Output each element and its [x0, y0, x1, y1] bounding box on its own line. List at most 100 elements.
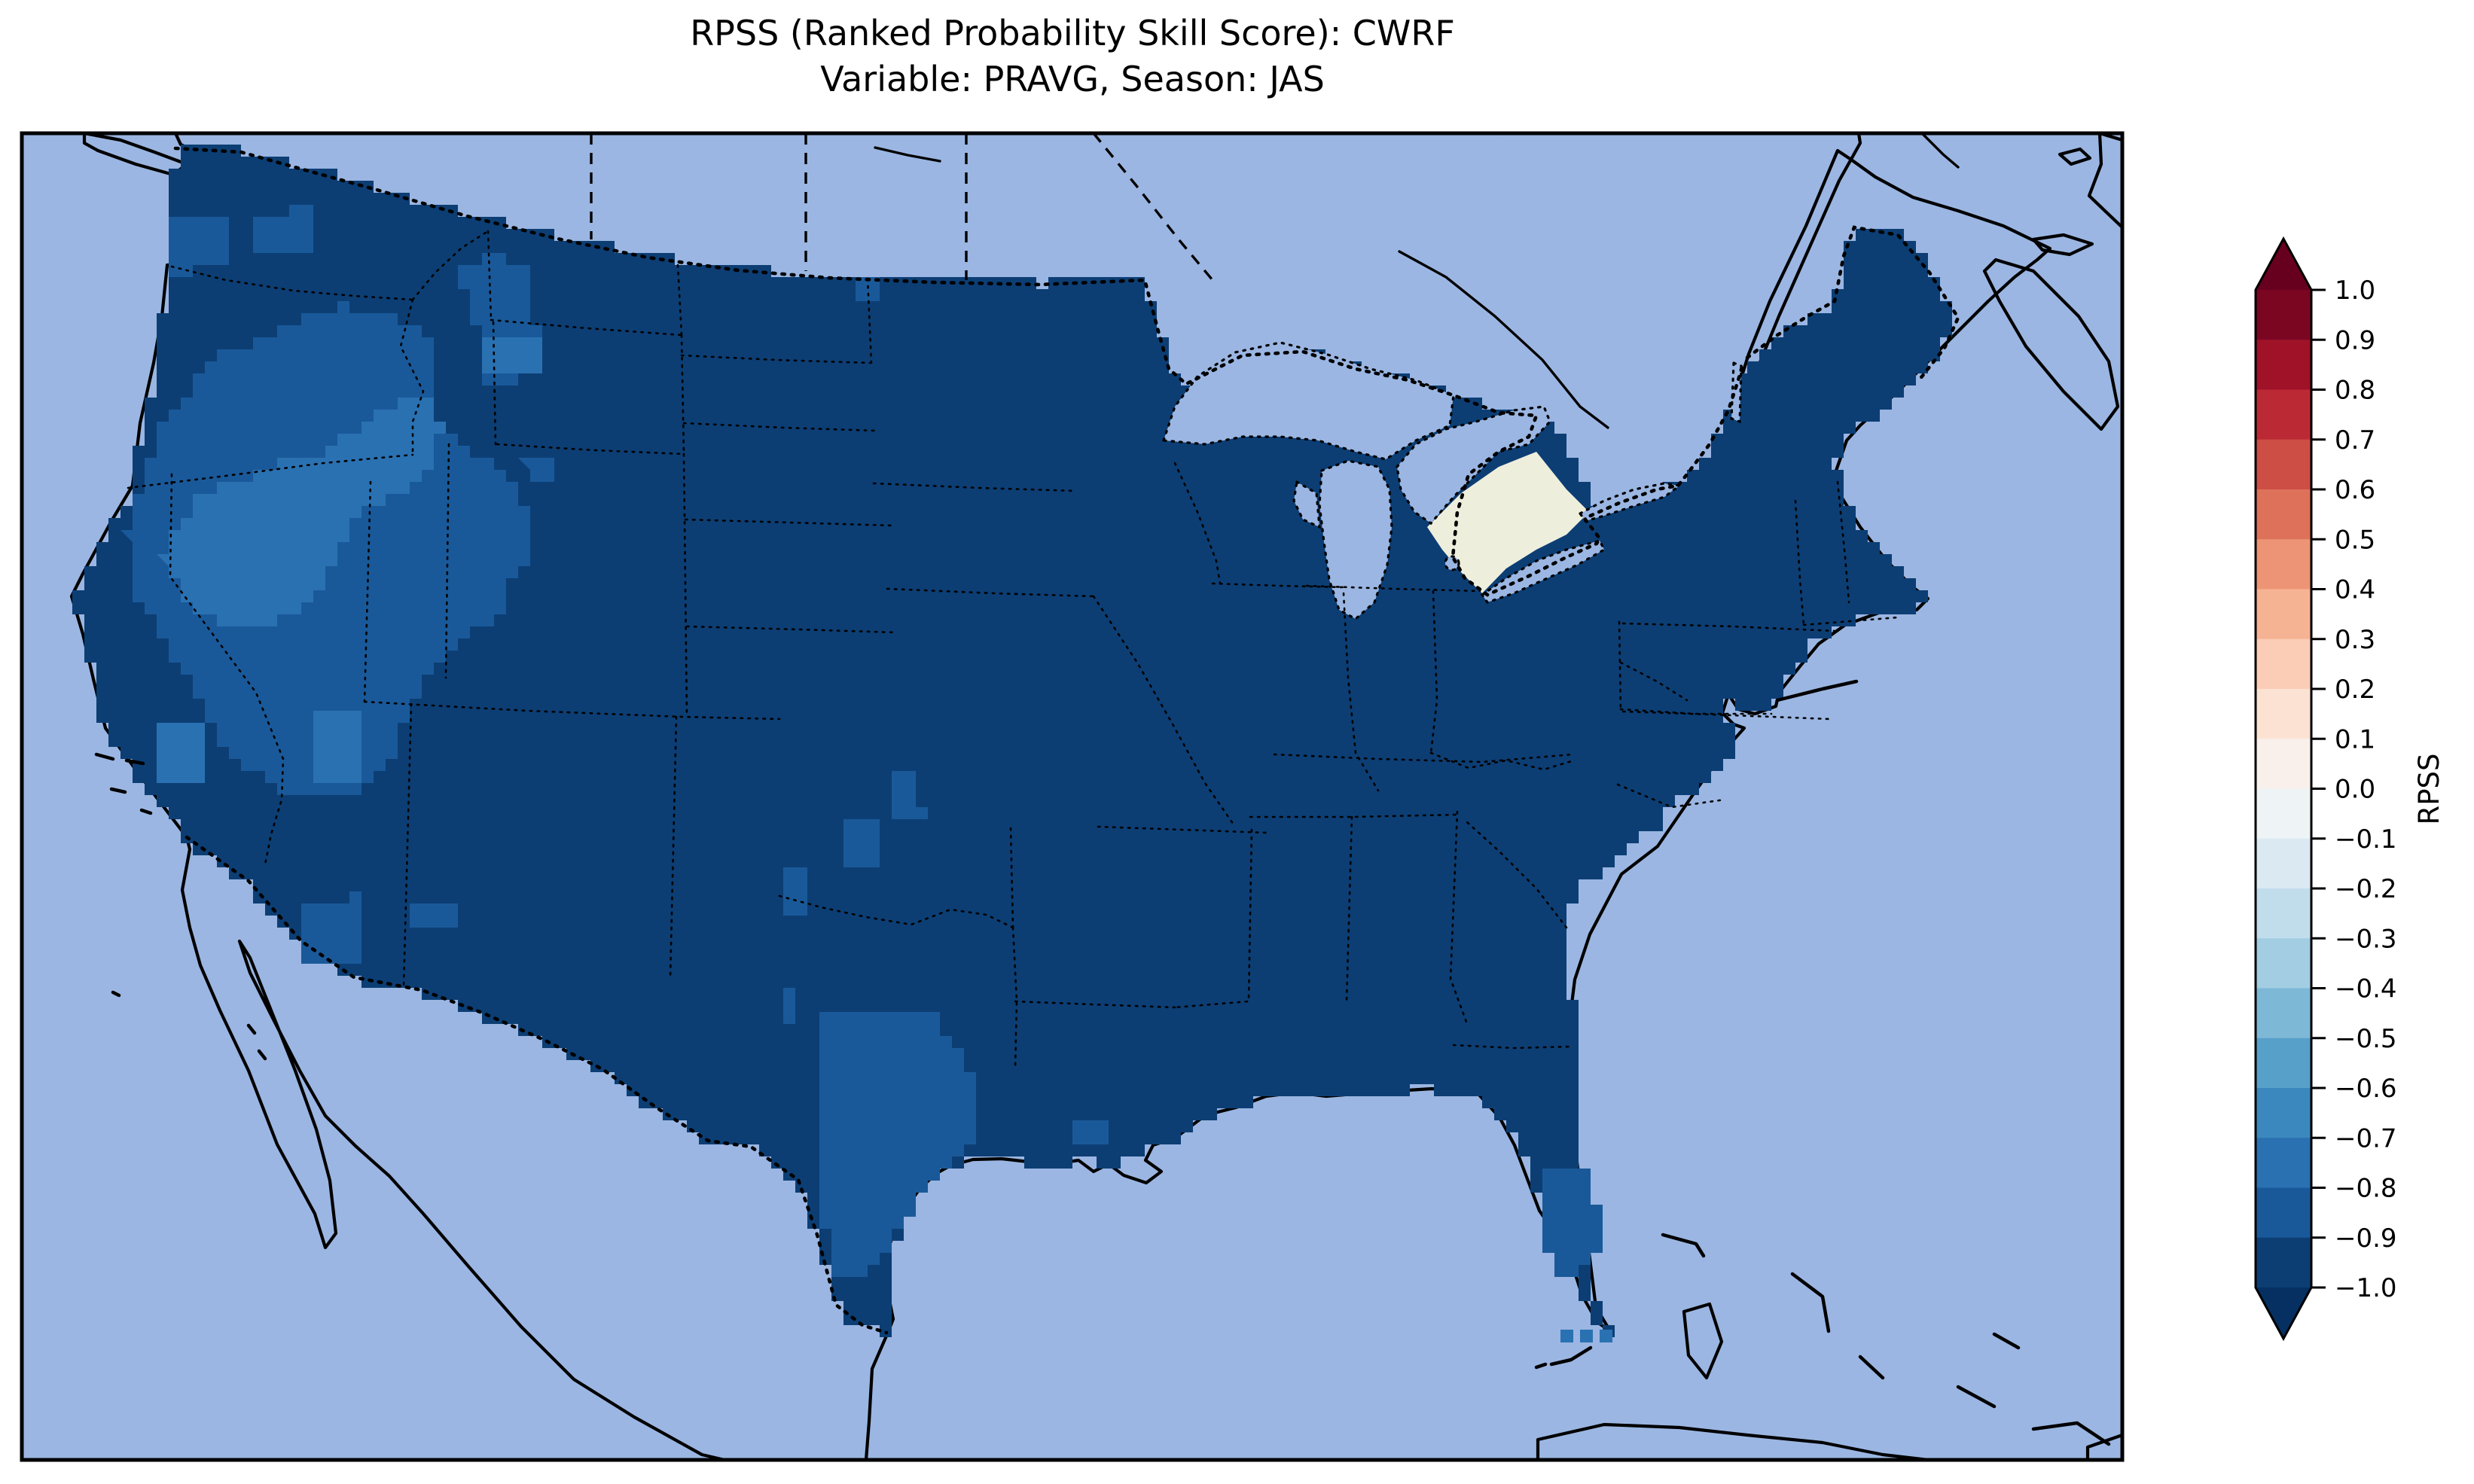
islet-9	[124, 758, 145, 766]
state-border-42	[1305, 584, 1481, 593]
canada-lake-8	[1490, 137, 1506, 154]
state-border-11	[444, 443, 450, 679]
rpss-bin-neg0.9-neg0.8-5	[892, 771, 928, 819]
colorbar-segment-16	[2256, 439, 2311, 490]
keys-cell-1	[1580, 1330, 1593, 1342]
colorbar-tick-label: 0.5	[2335, 525, 2375, 555]
colorbar-segment-12	[2256, 638, 2311, 690]
plot-title: RPSS (Ranked Probability Skill Score): C…	[23, 11, 2122, 102]
state-border-6	[490, 318, 683, 337]
canada-lake-9	[1675, 140, 1696, 155]
ontario-peninsula	[1427, 452, 1589, 593]
lake-huron	[1396, 405, 1551, 526]
state-border-17	[680, 354, 871, 364]
island-5	[1536, 1422, 1930, 1460]
us-canada-border	[173, 146, 1746, 597]
province-borders	[590, 133, 1214, 282]
us-mexico-border	[185, 835, 889, 1335]
colorbar-segment-3	[2256, 1088, 2311, 1138]
state-border-15	[682, 453, 688, 718]
colorbar-tick-label: −0.6	[2335, 1074, 2397, 1104]
island-1	[2031, 233, 2094, 257]
rpss-bin-neg0.9-neg0.8-6	[843, 819, 880, 867]
canada-lake-6	[1241, 137, 1259, 155]
islet-1	[1534, 1362, 1548, 1370]
colorbar-segment-10	[2256, 739, 2311, 790]
islet-13	[246, 1023, 257, 1035]
state-border-25	[778, 894, 1014, 929]
islet-3	[1790, 1272, 1831, 1333]
colorbar-tick-label: −0.2	[2335, 874, 2397, 904]
state-border-50	[1802, 616, 1899, 626]
colorbar-under-arrow	[2256, 1287, 2311, 1339]
ontario-peninsula-land	[1427, 452, 1589, 593]
state-border-7	[492, 321, 497, 446]
colorbar-tick-label: 0.0	[2335, 775, 2375, 805]
colorbar-segment-0	[2256, 1237, 2311, 1288]
rpss-bin-neg0.9-neg0.8-12	[410, 904, 458, 928]
colorbar-tick-label: −0.3	[2335, 924, 2397, 954]
state-border-43	[1211, 582, 1345, 589]
colorbar-tick-label: 0.4	[2335, 575, 2375, 605]
state-border-13	[169, 473, 285, 866]
state-border-40	[1429, 590, 1438, 754]
state-border-12	[363, 700, 781, 721]
colorbar-tick-label: −0.9	[2335, 1223, 2397, 1254]
island-4	[2058, 147, 2092, 166]
us-canada-border-maine	[1745, 225, 1960, 382]
plot-title-line2: Variable: PRAVG, Season: JAS	[820, 59, 1325, 99]
colorbar-segment-15	[2256, 489, 2311, 540]
state-border-41	[1429, 751, 1576, 771]
canada-lake-1	[883, 179, 898, 220]
canada-lake-5	[1154, 226, 1186, 297]
rpss-bin-neg0.8-neg0.7-3	[482, 337, 542, 385]
colorbar-tick-label: −0.8	[2335, 1174, 2397, 1204]
island-3	[2087, 133, 2122, 230]
canada-lake-7	[1393, 224, 1410, 242]
plot-title-line1: RPSS (Ranked Probability Skill Score): C…	[690, 13, 1455, 53]
rpss-bin-neg0.9-neg0.8-8	[783, 988, 795, 1024]
state-border-21	[866, 277, 873, 364]
map-frame	[20, 131, 2125, 1462]
colorbar-segment-1	[2256, 1187, 2311, 1239]
state-border-47	[1621, 710, 1832, 721]
colorbar-segment-11	[2256, 689, 2311, 739]
state-border-9	[680, 334, 685, 456]
canada-lake-0	[904, 149, 932, 226]
state-border-26	[1011, 926, 1018, 1071]
keys-cell-2	[1600, 1330, 1612, 1342]
state-border-3	[411, 230, 490, 301]
colorbar-tick-label: 0.2	[2335, 675, 2375, 705]
colorbar-segment-18	[2256, 340, 2311, 391]
canada-lakes	[601, 137, 1696, 297]
lake-gb	[1292, 480, 1321, 529]
rpss-bin-neg0.9-neg0.8-11	[301, 891, 361, 964]
state-border-4	[487, 230, 493, 321]
state-border-39	[1342, 592, 1380, 792]
state-border-24	[1097, 825, 1268, 834]
colorbar-segment-7	[2256, 888, 2311, 939]
colorbar-tick-label: 0.3	[2335, 625, 2375, 655]
great-lakes	[1161, 341, 1743, 620]
colorbar-tick-label: −0.1	[2335, 824, 2397, 855]
colorbar-tick-label: 0.9	[2335, 325, 2375, 355]
island-6	[1682, 1302, 1724, 1380]
islet-0	[1549, 1345, 1593, 1367]
lake-ont	[1578, 482, 1683, 523]
state-border-30	[1449, 810, 1469, 1025]
islet-10	[109, 787, 127, 794]
island-2	[1982, 257, 2120, 431]
colorbar-tick-label: −0.5	[2335, 1024, 2397, 1054]
colorbar-tick-label: 0.7	[2335, 425, 2375, 456]
colorbar-segment-13	[2256, 589, 2311, 640]
islet-12	[111, 990, 121, 998]
state-border-31	[1452, 1044, 1573, 1050]
canada-lake-2	[937, 161, 947, 185]
state-border-16	[669, 715, 678, 980]
state-border-22	[872, 482, 1077, 492]
state-border-2	[399, 298, 425, 456]
state-border-18	[682, 422, 877, 432]
state-borders	[127, 230, 1899, 1071]
keys-cell-0	[1560, 1330, 1573, 1342]
